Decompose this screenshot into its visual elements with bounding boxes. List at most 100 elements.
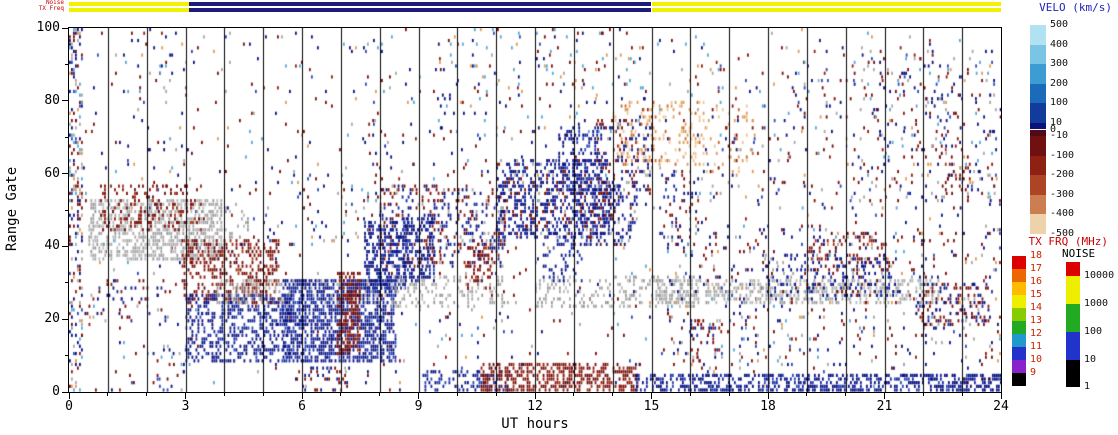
txfrq-colorbar-block [1012, 360, 1026, 373]
x-major-tick [767, 393, 769, 399]
velocity-colorbar-label: -200 [1050, 169, 1075, 181]
velocity-colorbar-label: -400 [1050, 208, 1075, 220]
y-tick-label: 20 [44, 311, 60, 327]
noise-strip-label: Noise [45, 0, 64, 6]
txfrq-colorbar-label: 15 [1030, 289, 1043, 300]
velocity-colorbar-block [1030, 175, 1046, 195]
x-minor-tick [845, 393, 847, 396]
txfreq-strip-segment [651, 8, 1001, 12]
y-minor-tick [65, 282, 68, 284]
txfrq-colorbar-label: 17 [1030, 263, 1043, 274]
x-tick-label: 18 [760, 399, 776, 414]
txfrq-colorbar-label: 9 [1030, 367, 1037, 378]
y-tick-label: 80 [44, 92, 60, 108]
velocity-colorbar-block [1030, 136, 1046, 156]
txfreq-strip-label: TX Freq [38, 5, 64, 12]
noise-colorbar-block [1066, 262, 1080, 276]
x-minor-tick [223, 393, 225, 396]
txfrq-colorbar-block [1012, 308, 1026, 321]
x-tick-label: 0 [65, 399, 73, 414]
txfrq-colorbar-title: TX FRQ (MHz) [1028, 235, 1108, 248]
noise-colorbar-label: 10 [1084, 354, 1097, 365]
velocity-colorbar-block [1030, 44, 1046, 65]
noise-colorbar-block [1066, 276, 1080, 304]
x-tick-label: 9 [414, 399, 423, 414]
x-major-tick [651, 393, 652, 399]
noise-colorbar-label: 1 [1084, 381, 1091, 392]
x-minor-tick [456, 393, 458, 396]
txfreq-strip-segment [69, 8, 190, 12]
txfrq-colorbar-label: 10 [1030, 354, 1043, 365]
txfrq-colorbar-block [1012, 321, 1026, 334]
x-axis-title: UT hours [501, 416, 569, 432]
txfreq-strip-segment [189, 8, 652, 12]
txfrq-colorbar-label: 16 [1030, 276, 1043, 287]
velocity-colorbar-label: -10 [1050, 130, 1069, 142]
x-tick-label: 12 [527, 399, 543, 414]
y-major-tick [62, 27, 68, 29]
txfrq-colorbar-label: 12 [1030, 328, 1043, 339]
txfrq-colorbar-block [1012, 295, 1026, 308]
x-minor-tick [961, 393, 963, 396]
x-minor-tick [146, 393, 148, 396]
x-minor-tick [340, 393, 342, 396]
y-tick-label: 0 [52, 384, 60, 399]
x-minor-tick [573, 393, 575, 396]
y-tick-label: 100 [36, 20, 60, 35]
velocity-colorbar-label: -500 [1050, 228, 1075, 239]
x-minor-tick [612, 393, 614, 396]
y-major-tick [62, 245, 68, 247]
velocity-colorbar-label: 100 [1050, 97, 1069, 109]
txfrq-colorbar-block [1012, 282, 1026, 295]
txfrq-colorbar-block [1012, 347, 1026, 360]
velocity-colorbar-label: 0 [1050, 123, 1057, 135]
x-major-tick [884, 393, 885, 399]
x-tick-label: 24 [993, 399, 1009, 414]
x-major-tick [1000, 393, 1002, 399]
y-major-tick [62, 173, 68, 175]
x-major-tick [68, 393, 70, 399]
velocity-colorbar-label: 200 [1050, 77, 1069, 89]
x-major-tick [418, 393, 419, 399]
velocity-colorbar-block [1030, 83, 1046, 104]
velocity-colorbar-block [1030, 64, 1046, 84]
y-minor-tick [65, 355, 68, 357]
noise-colorbar-block [1066, 360, 1080, 387]
x-minor-tick [689, 393, 691, 396]
velocity-colorbar-label: -300 [1050, 188, 1075, 200]
x-tick-label: 3 [181, 399, 190, 414]
velocity-colorbar-label: -100 [1050, 149, 1075, 161]
noise-colorbar-label: 100 [1084, 326, 1103, 337]
velocity-colorbar-block [1030, 25, 1046, 45]
y-major-tick [62, 100, 68, 102]
noise-colorbar-label: 10000 [1084, 270, 1115, 281]
x-tick-label: 15 [643, 399, 660, 414]
plot-frame [68, 27, 1002, 393]
noise-strip-segment [69, 2, 190, 6]
txfrq-colorbar-label: 14 [1030, 302, 1043, 313]
x-minor-tick [495, 393, 497, 396]
x-tick-label: 6 [298, 399, 306, 414]
txfrq-colorbar-block [1012, 269, 1026, 282]
velocity-colorbar-block [1030, 103, 1046, 123]
noise-colorbar-block [1066, 332, 1080, 360]
x-minor-tick [262, 393, 264, 396]
x-tick-label: 21 [876, 399, 893, 414]
velocity-colorbar-block [1030, 129, 1046, 137]
x-minor-tick [107, 393, 109, 396]
velocity-colorbar-block [1030, 122, 1046, 130]
noise-colorbar-label: 1000 [1084, 298, 1109, 309]
y-major-tick [62, 391, 68, 393]
x-minor-tick [806, 393, 808, 396]
x-major-tick [185, 393, 186, 399]
velocity-colorbar-label: 400 [1050, 38, 1069, 50]
velocity-colorbar-label: 10 [1050, 116, 1063, 128]
noise-colorbar-title: NOISE [1062, 247, 1096, 260]
x-major-tick [534, 393, 536, 399]
y-minor-tick [65, 63, 68, 65]
x-minor-tick [728, 393, 730, 396]
txfrq-colorbar-label: 13 [1030, 315, 1043, 326]
velocity-colorbar-title: VELO (km/s) [1039, 1, 1112, 14]
y-tick-label: 60 [44, 165, 60, 181]
